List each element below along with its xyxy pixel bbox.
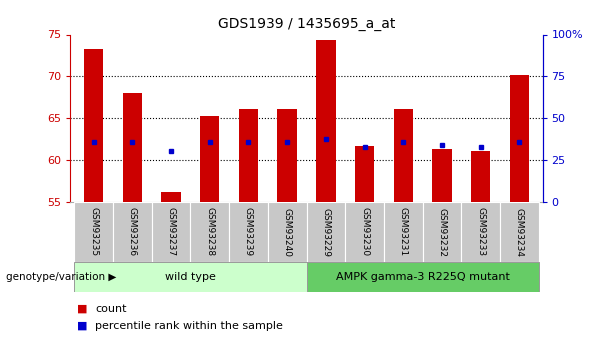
Bar [306,262,539,292]
Text: percentile rank within the sample: percentile rank within the sample [95,321,283,331]
Title: GDS1939 / 1435695_a_at: GDS1939 / 1435695_a_at [218,17,395,31]
Text: GSM93229: GSM93229 [321,207,330,257]
Text: GSM93233: GSM93233 [476,207,485,257]
Text: GSM93234: GSM93234 [515,207,524,257]
Text: GSM93235: GSM93235 [89,207,98,257]
Bar [355,146,374,202]
Text: genotype/variation ▶: genotype/variation ▶ [6,272,116,282]
Text: AMPK gamma-3 R225Q mutant: AMPK gamma-3 R225Q mutant [336,272,509,282]
Text: GSM93230: GSM93230 [360,207,369,257]
Text: GSM93238: GSM93238 [205,207,215,257]
Text: count: count [95,304,126,314]
Text: GSM93232: GSM93232 [438,207,446,257]
Bar [152,202,191,262]
Bar [316,40,335,202]
Bar [239,109,258,202]
Bar [432,149,452,202]
Text: ■: ■ [77,321,87,331]
Bar [509,75,529,202]
Bar [500,202,539,262]
Bar [113,202,152,262]
Text: GSM93237: GSM93237 [167,207,175,257]
Bar [200,116,219,202]
Bar [422,202,461,262]
Bar [191,202,229,262]
Text: GSM93231: GSM93231 [398,207,408,257]
Bar [345,202,384,262]
Bar [306,202,345,262]
Bar [471,151,490,202]
Bar [229,202,268,262]
Bar [74,202,113,262]
Bar [123,93,142,202]
Bar [278,109,297,202]
Bar [384,202,422,262]
Bar [394,109,413,202]
Text: GSM93236: GSM93236 [128,207,137,257]
Bar [461,202,500,262]
Text: ■: ■ [77,304,87,314]
Bar [268,202,306,262]
Text: wild type: wild type [165,272,216,282]
Bar [84,49,104,202]
Bar [74,262,306,292]
Text: GSM93239: GSM93239 [244,207,253,257]
Text: GSM93240: GSM93240 [283,207,292,257]
Bar [161,192,181,202]
